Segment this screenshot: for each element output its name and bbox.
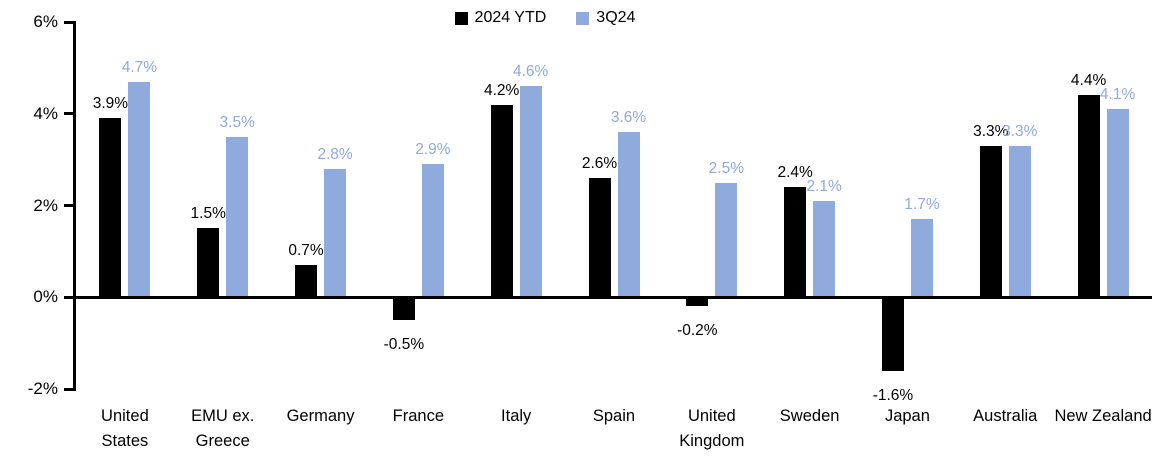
- category-label: Spain: [592, 407, 636, 425]
- bar-series2: [324, 168, 347, 298]
- y-axis-tick: [64, 20, 74, 24]
- bar-value-label: 0.7%: [288, 242, 324, 260]
- bar-series1: [295, 265, 318, 298]
- bar-value-label: 2.1%: [806, 177, 842, 195]
- bar-series2: [1106, 109, 1129, 298]
- bar-series2: [813, 200, 836, 298]
- category-label: United Kingdom: [679, 407, 745, 450]
- category-label: France: [392, 407, 445, 425]
- bar-value-label: 2.5%: [708, 159, 744, 177]
- bar-value-label: 4.7%: [121, 58, 158, 76]
- y-axis-tick-label: -2%: [27, 379, 58, 398]
- y-axis-tick-label: 6%: [33, 12, 58, 31]
- legend-swatch-3q24: [576, 11, 590, 25]
- x-axis-line: [73, 295, 1152, 299]
- bar-series1: [686, 297, 709, 307]
- bar-value-label: 2.6%: [581, 154, 618, 172]
- bar-value-label: 4.4%: [1070, 72, 1107, 90]
- bar-series2: [617, 132, 640, 298]
- bar-series1: [99, 118, 122, 298]
- bar-value-label: -1.6%: [872, 386, 914, 404]
- category-label: New Zealand: [1054, 407, 1152, 425]
- y-axis-tick: [64, 204, 74, 207]
- bar-series1: [490, 104, 513, 298]
- bar-value-label: 2.9%: [415, 141, 451, 159]
- category-label: Italy: [501, 407, 532, 425]
- y-axis-tick-label: 2%: [33, 195, 58, 215]
- bar-series1: [979, 145, 1002, 298]
- bar-value-label: 4.2%: [484, 81, 520, 99]
- bar-series1: [392, 297, 415, 321]
- bar-series2: [1008, 145, 1031, 298]
- category-label: Japan: [884, 407, 930, 425]
- y-axis-tick-label: 0%: [33, 287, 58, 307]
- bar-series1: [784, 187, 807, 298]
- category-label: Australia: [973, 407, 1038, 425]
- y-axis-tick: [64, 387, 74, 391]
- legend-label-2024-ytd: 2024 YTD: [474, 9, 547, 26]
- bar-series2: [519, 86, 542, 298]
- y-axis-line: [73, 21, 76, 391]
- bar-series1: [1077, 95, 1100, 298]
- bar-value-label: 2.4%: [777, 164, 813, 182]
- category-label: Germany: [286, 407, 355, 425]
- category-label: EMU ex. Greece: [191, 407, 255, 450]
- y-axis-tick: [64, 112, 74, 116]
- bar-value-label: -0.2%: [677, 322, 718, 340]
- y-axis-tick-label: 4%: [33, 103, 58, 123]
- bar-series2: [715, 182, 738, 298]
- bar-series1: [881, 297, 904, 371]
- bar-series1: [197, 228, 220, 298]
- bar-value-label: 4.6%: [513, 63, 549, 81]
- legend-item-2024-ytd: 2024 YTD: [454, 9, 547, 27]
- bar-series2: [128, 81, 151, 298]
- legend-label-3q24: 3Q24: [596, 9, 636, 26]
- bar-series1: [588, 177, 611, 298]
- y-axis-tick: [64, 295, 74, 299]
- bar-series2: [910, 219, 933, 298]
- category-label: United States: [101, 407, 149, 450]
- bar-value-label: 3.9%: [92, 95, 129, 113]
- legend-swatch-2024-ytd: [454, 11, 468, 25]
- bar-value-label: 2.8%: [317, 145, 353, 163]
- bar-value-label: 1.7%: [904, 196, 940, 214]
- bar-series2: [421, 164, 444, 298]
- legend: 2024 YTD 3Q24: [0, 9, 1090, 27]
- bar-series2: [226, 136, 249, 298]
- bar-value-label: 3.3%: [1002, 122, 1038, 140]
- category-label: Sweden: [779, 407, 840, 425]
- bar-value-label: 3.5%: [219, 113, 255, 131]
- bar-value-label: 3.6%: [610, 109, 647, 127]
- bar-value-label: -0.5%: [383, 336, 425, 354]
- legend-item-3q24: 3Q24: [576, 9, 635, 27]
- bar-value-label: 1.5%: [190, 205, 226, 223]
- bar-value-label: 4.1%: [1099, 86, 1136, 104]
- bar-value-label: 3.3%: [973, 122, 1009, 140]
